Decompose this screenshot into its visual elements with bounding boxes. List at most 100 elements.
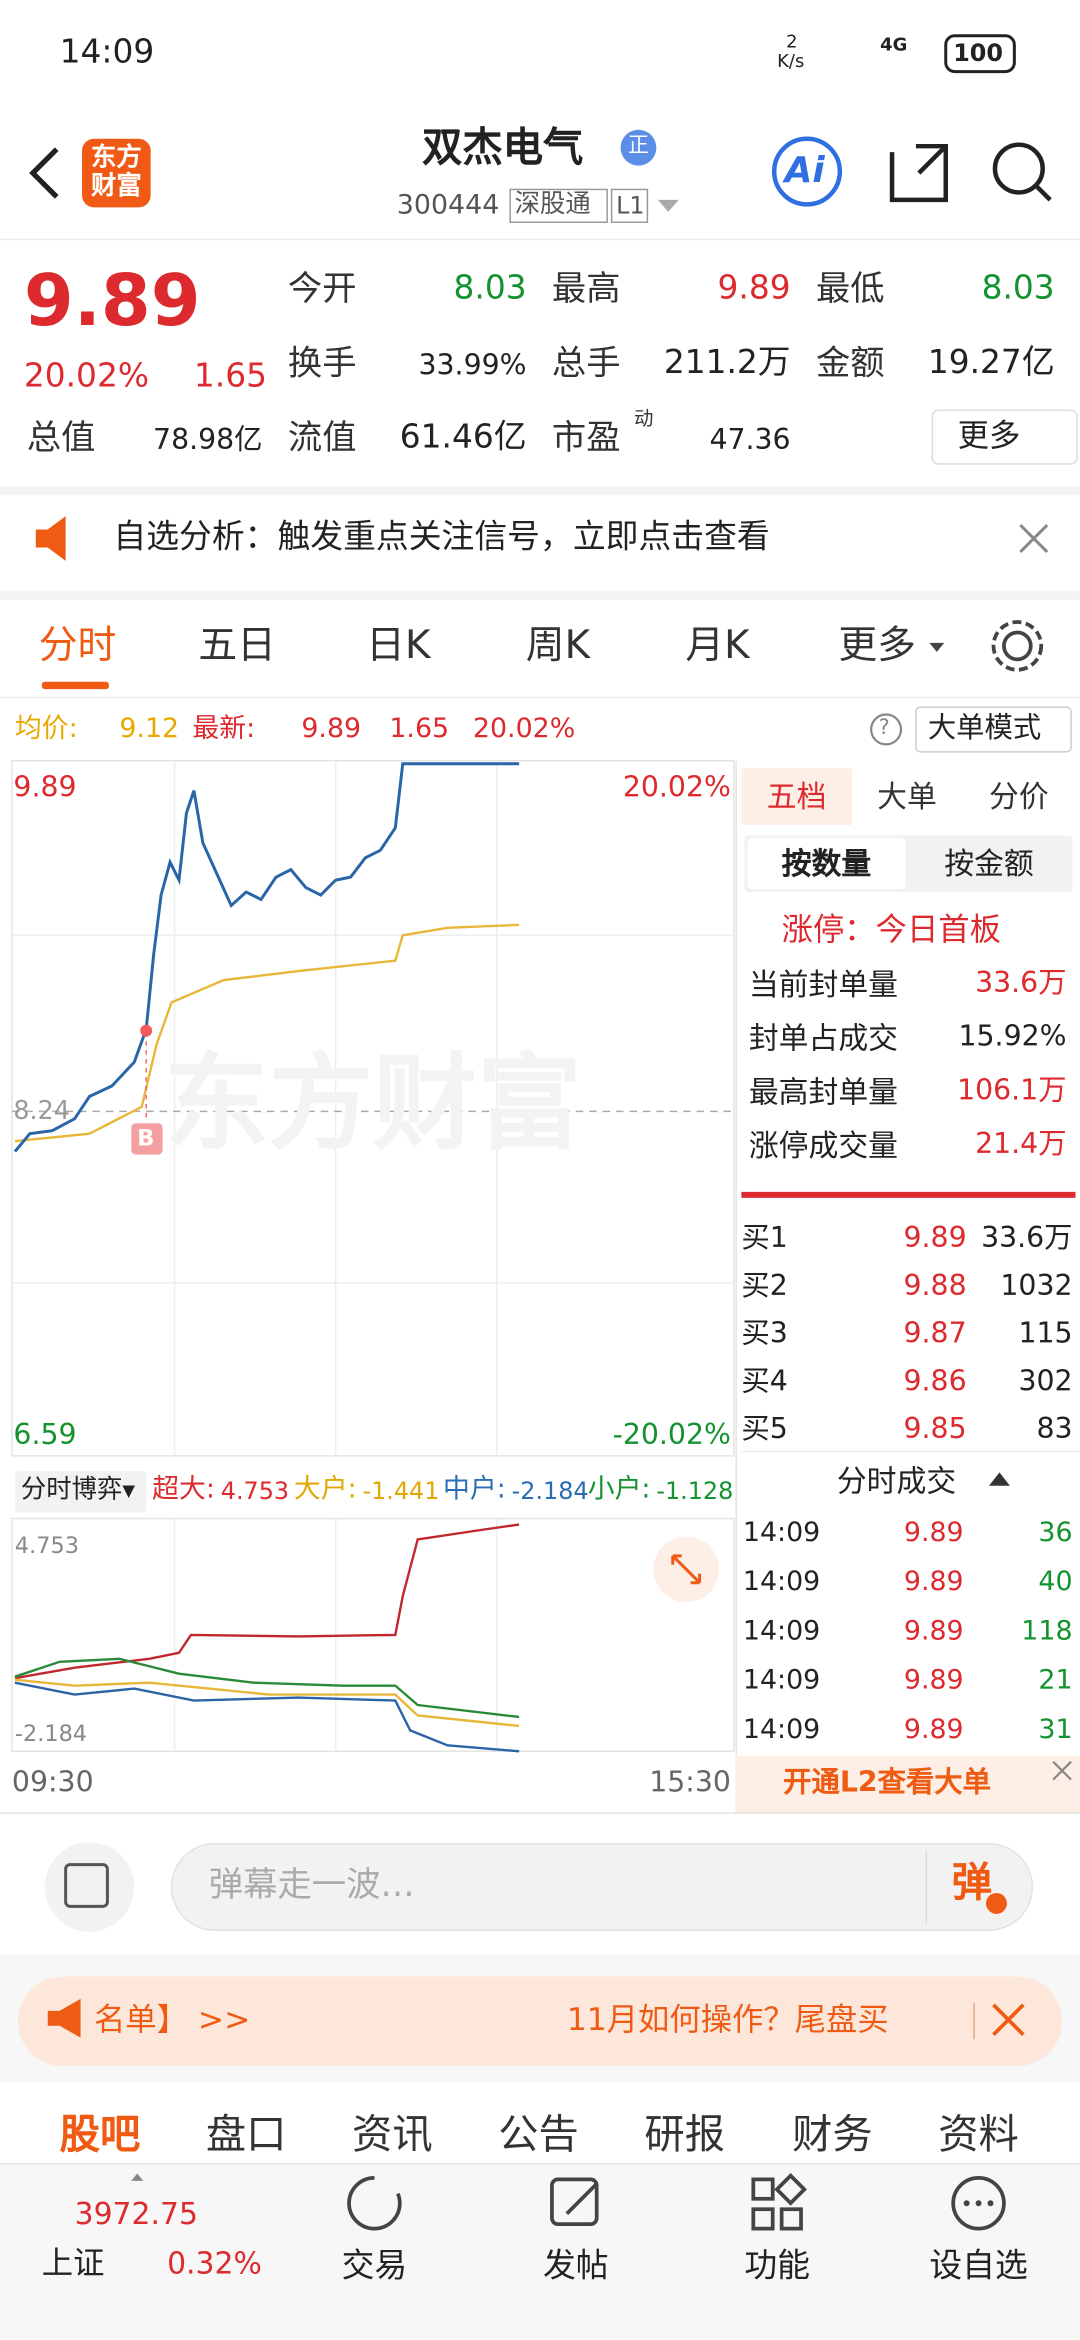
bid-price: 9.89 <box>903 1221 967 1255</box>
field-value: 47.36 <box>709 423 791 457</box>
chart-low: 6.59 <box>13 1418 77 1452</box>
limit-status: 涨停：今日首板 <box>781 911 1001 948</box>
side-toggle[interactable]: 按金额 <box>944 845 1034 882</box>
bottom-tab[interactable]: 财务 <box>792 2112 873 2159</box>
flow-label: 超大: <box>152 1473 215 1506</box>
dropdown-arrow: ▼ <box>122 1481 135 1501</box>
stock-name: 双杰电气 <box>422 125 584 172</box>
chart-high: 9.89 <box>13 771 77 805</box>
field-value: 19.27亿 <box>927 344 1055 382</box>
field-label: 金额 <box>815 344 885 384</box>
help-icon[interactable]: ? <box>878 716 890 740</box>
trades-title[interactable]: 分时成交 <box>836 1463 957 1500</box>
tab[interactable]: 更多 <box>838 623 916 669</box>
bottom-tab[interactable]: 公告 <box>498 2112 579 2159</box>
trade-volume: 40 <box>1038 1566 1073 1598</box>
status-time: 14:09 <box>59 34 155 72</box>
ai-icon[interactable]: Ai <box>784 149 825 191</box>
trade-volume: 31 <box>1038 1713 1073 1746</box>
banner-left[interactable]: 名单】 >> <box>93 2001 251 2038</box>
trade-time: 14:09 <box>742 1664 821 1697</box>
change: 1.65 <box>193 358 267 396</box>
flow-value: 4.753 <box>220 1476 290 1506</box>
stat-value: 106.1万 <box>957 1074 1067 1107</box>
flow-value: -1.128 <box>656 1476 734 1506</box>
bottom-tab[interactable]: 盘口 <box>205 2112 287 2159</box>
bid-label: 买4 <box>741 1364 788 1398</box>
battery: 100 <box>953 38 1004 68</box>
nav-item[interactable]: 交易 <box>341 2248 408 2286</box>
nav-item[interactable]: 功能 <box>744 2248 811 2286</box>
flow-min: -2.184 <box>14 1719 88 1747</box>
side-tab[interactable]: 五档 <box>766 778 827 815</box>
notice[interactable]: 自选分析：触发重点关注信号，立即点击查看 <box>113 519 770 557</box>
tab[interactable]: 日K <box>366 623 431 669</box>
tab[interactable]: 月K <box>685 623 750 669</box>
flow-selector[interactable]: 分时博弈 <box>20 1475 123 1506</box>
flow-label: 大户: <box>293 1473 357 1506</box>
avg-value: 9.12 <box>119 713 180 745</box>
mode-button[interactable]: 大单模式 <box>927 711 1042 745</box>
last-change: 1.65 <box>389 713 450 745</box>
last-value: 9.89 <box>301 713 362 745</box>
banner-right[interactable]: 11月如何操作？尾盘买 <box>566 2001 889 2038</box>
bottom-tab[interactable]: 股吧 <box>59 2112 141 2159</box>
field-value: 8.03 <box>981 269 1055 308</box>
field-value: 78.98亿 <box>153 423 263 457</box>
bid-label: 买2 <box>741 1269 788 1303</box>
bottom-tab[interactable]: 资讯 <box>352 2112 433 2159</box>
badge: 正 <box>628 134 649 159</box>
comment-input[interactable]: 弹幕走一波… <box>208 1866 415 1905</box>
time-end: 15:30 <box>649 1766 731 1800</box>
bottom-tab[interactable]: 资料 <box>938 2112 1019 2159</box>
stock-code: 300444 <box>396 189 500 221</box>
stat-label: 封单占成交 <box>748 1020 899 1057</box>
danmaku-button[interactable]: 弹 <box>951 1860 992 1907</box>
more-button[interactable]: 更多 <box>957 417 1021 454</box>
bid-price: 9.88 <box>903 1269 967 1303</box>
bid-price: 9.86 <box>903 1364 967 1398</box>
stat-label: 最高封单量 <box>748 1074 899 1110</box>
chart-prev-close: 8.24 <box>13 1096 70 1127</box>
trade-time: 14:09 <box>742 1566 821 1598</box>
bid-volume: 115 <box>1018 1317 1073 1350</box>
change-pct: 20.02% <box>23 358 150 396</box>
bid-volume: 1032 <box>1000 1269 1073 1303</box>
tab[interactable]: 五日 <box>198 623 276 669</box>
bid-volume: 33.6万 <box>981 1221 1073 1255</box>
bid-label: 买1 <box>741 1221 788 1255</box>
side-tab[interactable]: 大单 <box>877 778 937 815</box>
field-label: 最高 <box>551 269 621 309</box>
bottom-tab[interactable]: 研报 <box>644 2112 725 2159</box>
chart-high-pct: 20.02% <box>622 771 731 805</box>
nav-item[interactable]: 设自选 <box>929 2248 1028 2286</box>
flow-max: 4.753 <box>14 1531 79 1559</box>
network: 4G <box>880 34 908 56</box>
bid-volume: 83 <box>1036 1412 1073 1446</box>
net-speed: 2 <box>786 31 798 53</box>
field-label: 总手 <box>551 344 621 384</box>
stat-value: 15.92% <box>958 1020 1067 1054</box>
index-value: 3972.75 <box>74 2195 198 2232</box>
price: 9.89 <box>23 259 201 344</box>
l2-link[interactable]: 开通L2查看大单 <box>783 1766 991 1800</box>
trade-volume: 36 <box>1038 1517 1073 1549</box>
field-value: 61.46亿 <box>399 419 527 457</box>
last-label: 最新: <box>192 713 256 745</box>
buy-marker: B <box>137 1124 155 1152</box>
field-value: 211.2万 <box>663 344 791 382</box>
trade-volume: 118 <box>1021 1615 1073 1647</box>
tab[interactable]: 分时 <box>38 623 117 669</box>
side-tab[interactable]: 分价 <box>989 778 1049 815</box>
avg-label: 均价: <box>14 713 78 745</box>
connect-tag: 深股通 <box>514 189 591 220</box>
side-toggle[interactable]: 按数量 <box>781 845 872 882</box>
trade-volume: 21 <box>1038 1664 1073 1697</box>
trade-time: 14:09 <box>742 1615 821 1647</box>
tab[interactable]: 周K <box>525 623 591 669</box>
trade-price: 9.89 <box>903 1615 964 1647</box>
app-logo[interactable]: 东方财富 <box>90 143 142 202</box>
nav-item[interactable]: 发帖 <box>542 2248 609 2286</box>
